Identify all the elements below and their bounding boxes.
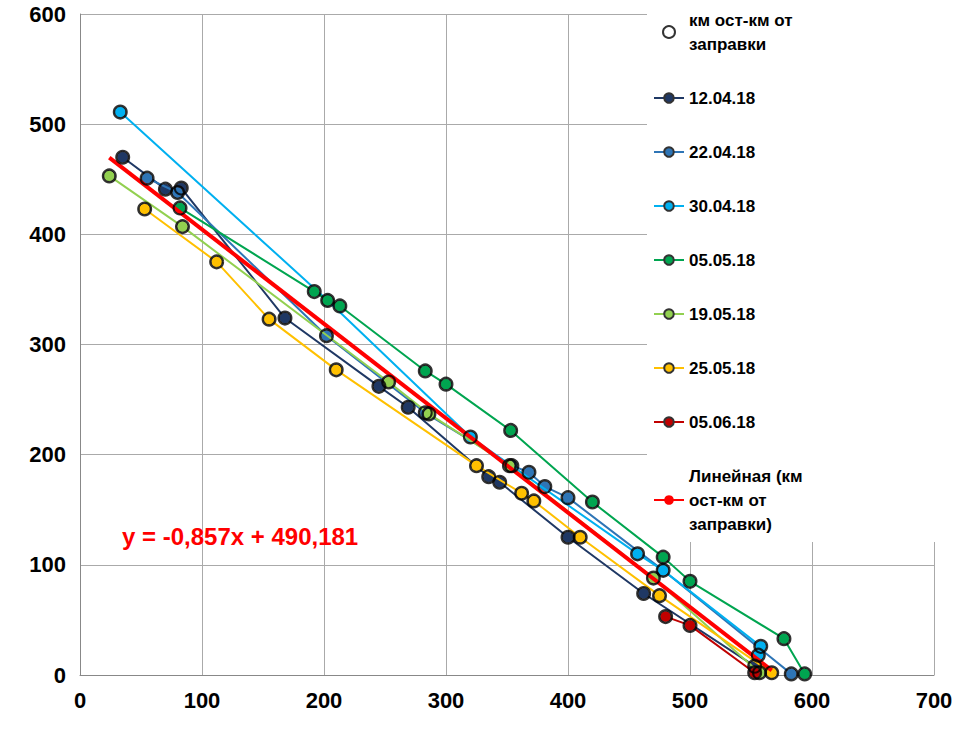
svg-text:Линейная (км: Линейная (км [689,467,807,486]
svg-text:200: 200 [29,442,66,467]
svg-text:км ост-км от: км ост-км от [689,11,797,30]
svg-text:19.05.18: 19.05.18 [689,305,755,324]
svg-text:600: 600 [29,2,66,27]
svg-text:0: 0 [74,688,86,713]
svg-text:300: 300 [29,332,66,357]
svg-text:05.06.18: 05.06.18 [689,413,755,432]
svg-text:заправки: заправки [689,35,766,54]
svg-text:300: 300 [428,688,465,713]
svg-text:22.04.18: 22.04.18 [689,143,755,162]
svg-text:100: 100 [184,688,221,713]
svg-text:y = -0,857x + 490,181: y = -0,857x + 490,181 [122,523,358,550]
svg-text:заправки): заправки) [689,515,772,534]
svg-text:400: 400 [29,222,66,247]
svg-text:600: 600 [794,688,831,713]
svg-text:100: 100 [29,552,66,577]
svg-text:12.04.18: 12.04.18 [689,89,755,108]
svg-text:500: 500 [29,112,66,137]
svg-text:0: 0 [54,663,66,688]
svg-text:500: 500 [672,688,709,713]
svg-text:30.04.18: 30.04.18 [689,197,755,216]
svg-text:05.05.18: 05.05.18 [689,251,755,270]
svg-text:ост-км от: ост-км от [689,491,771,510]
svg-text:200: 200 [306,688,343,713]
svg-text:25.05.18: 25.05.18 [689,359,755,378]
svg-text:700: 700 [916,688,953,713]
svg-text:400: 400 [550,688,587,713]
